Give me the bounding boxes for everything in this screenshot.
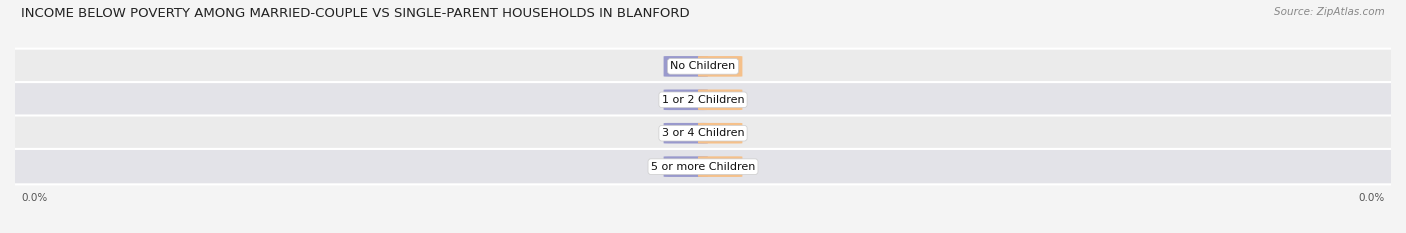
FancyBboxPatch shape [3,116,1403,151]
FancyBboxPatch shape [664,156,709,177]
FancyBboxPatch shape [664,123,709,144]
FancyBboxPatch shape [697,156,742,177]
FancyBboxPatch shape [697,123,742,144]
Text: Source: ZipAtlas.com: Source: ZipAtlas.com [1274,7,1385,17]
FancyBboxPatch shape [3,49,1403,84]
FancyBboxPatch shape [3,82,1403,117]
Text: 0.0%: 0.0% [1358,193,1385,203]
FancyBboxPatch shape [697,56,742,77]
Text: 0.0%: 0.0% [707,162,734,172]
Text: 0.0%: 0.0% [672,162,699,172]
Text: No Children: No Children [671,61,735,71]
Text: 3 or 4 Children: 3 or 4 Children [662,128,744,138]
Text: 0.0%: 0.0% [672,128,699,138]
FancyBboxPatch shape [697,89,742,110]
FancyBboxPatch shape [664,89,709,110]
Text: 0.0%: 0.0% [707,128,734,138]
FancyBboxPatch shape [3,149,1403,184]
Text: 0.0%: 0.0% [707,61,734,71]
Text: 0.0%: 0.0% [672,95,699,105]
Text: INCOME BELOW POVERTY AMONG MARRIED-COUPLE VS SINGLE-PARENT HOUSEHOLDS IN BLANFOR: INCOME BELOW POVERTY AMONG MARRIED-COUPL… [21,7,690,20]
Text: 0.0%: 0.0% [672,61,699,71]
FancyBboxPatch shape [664,56,709,77]
Text: 0.0%: 0.0% [707,95,734,105]
Text: 5 or more Children: 5 or more Children [651,162,755,172]
Text: 0.0%: 0.0% [21,193,48,203]
Text: 1 or 2 Children: 1 or 2 Children [662,95,744,105]
